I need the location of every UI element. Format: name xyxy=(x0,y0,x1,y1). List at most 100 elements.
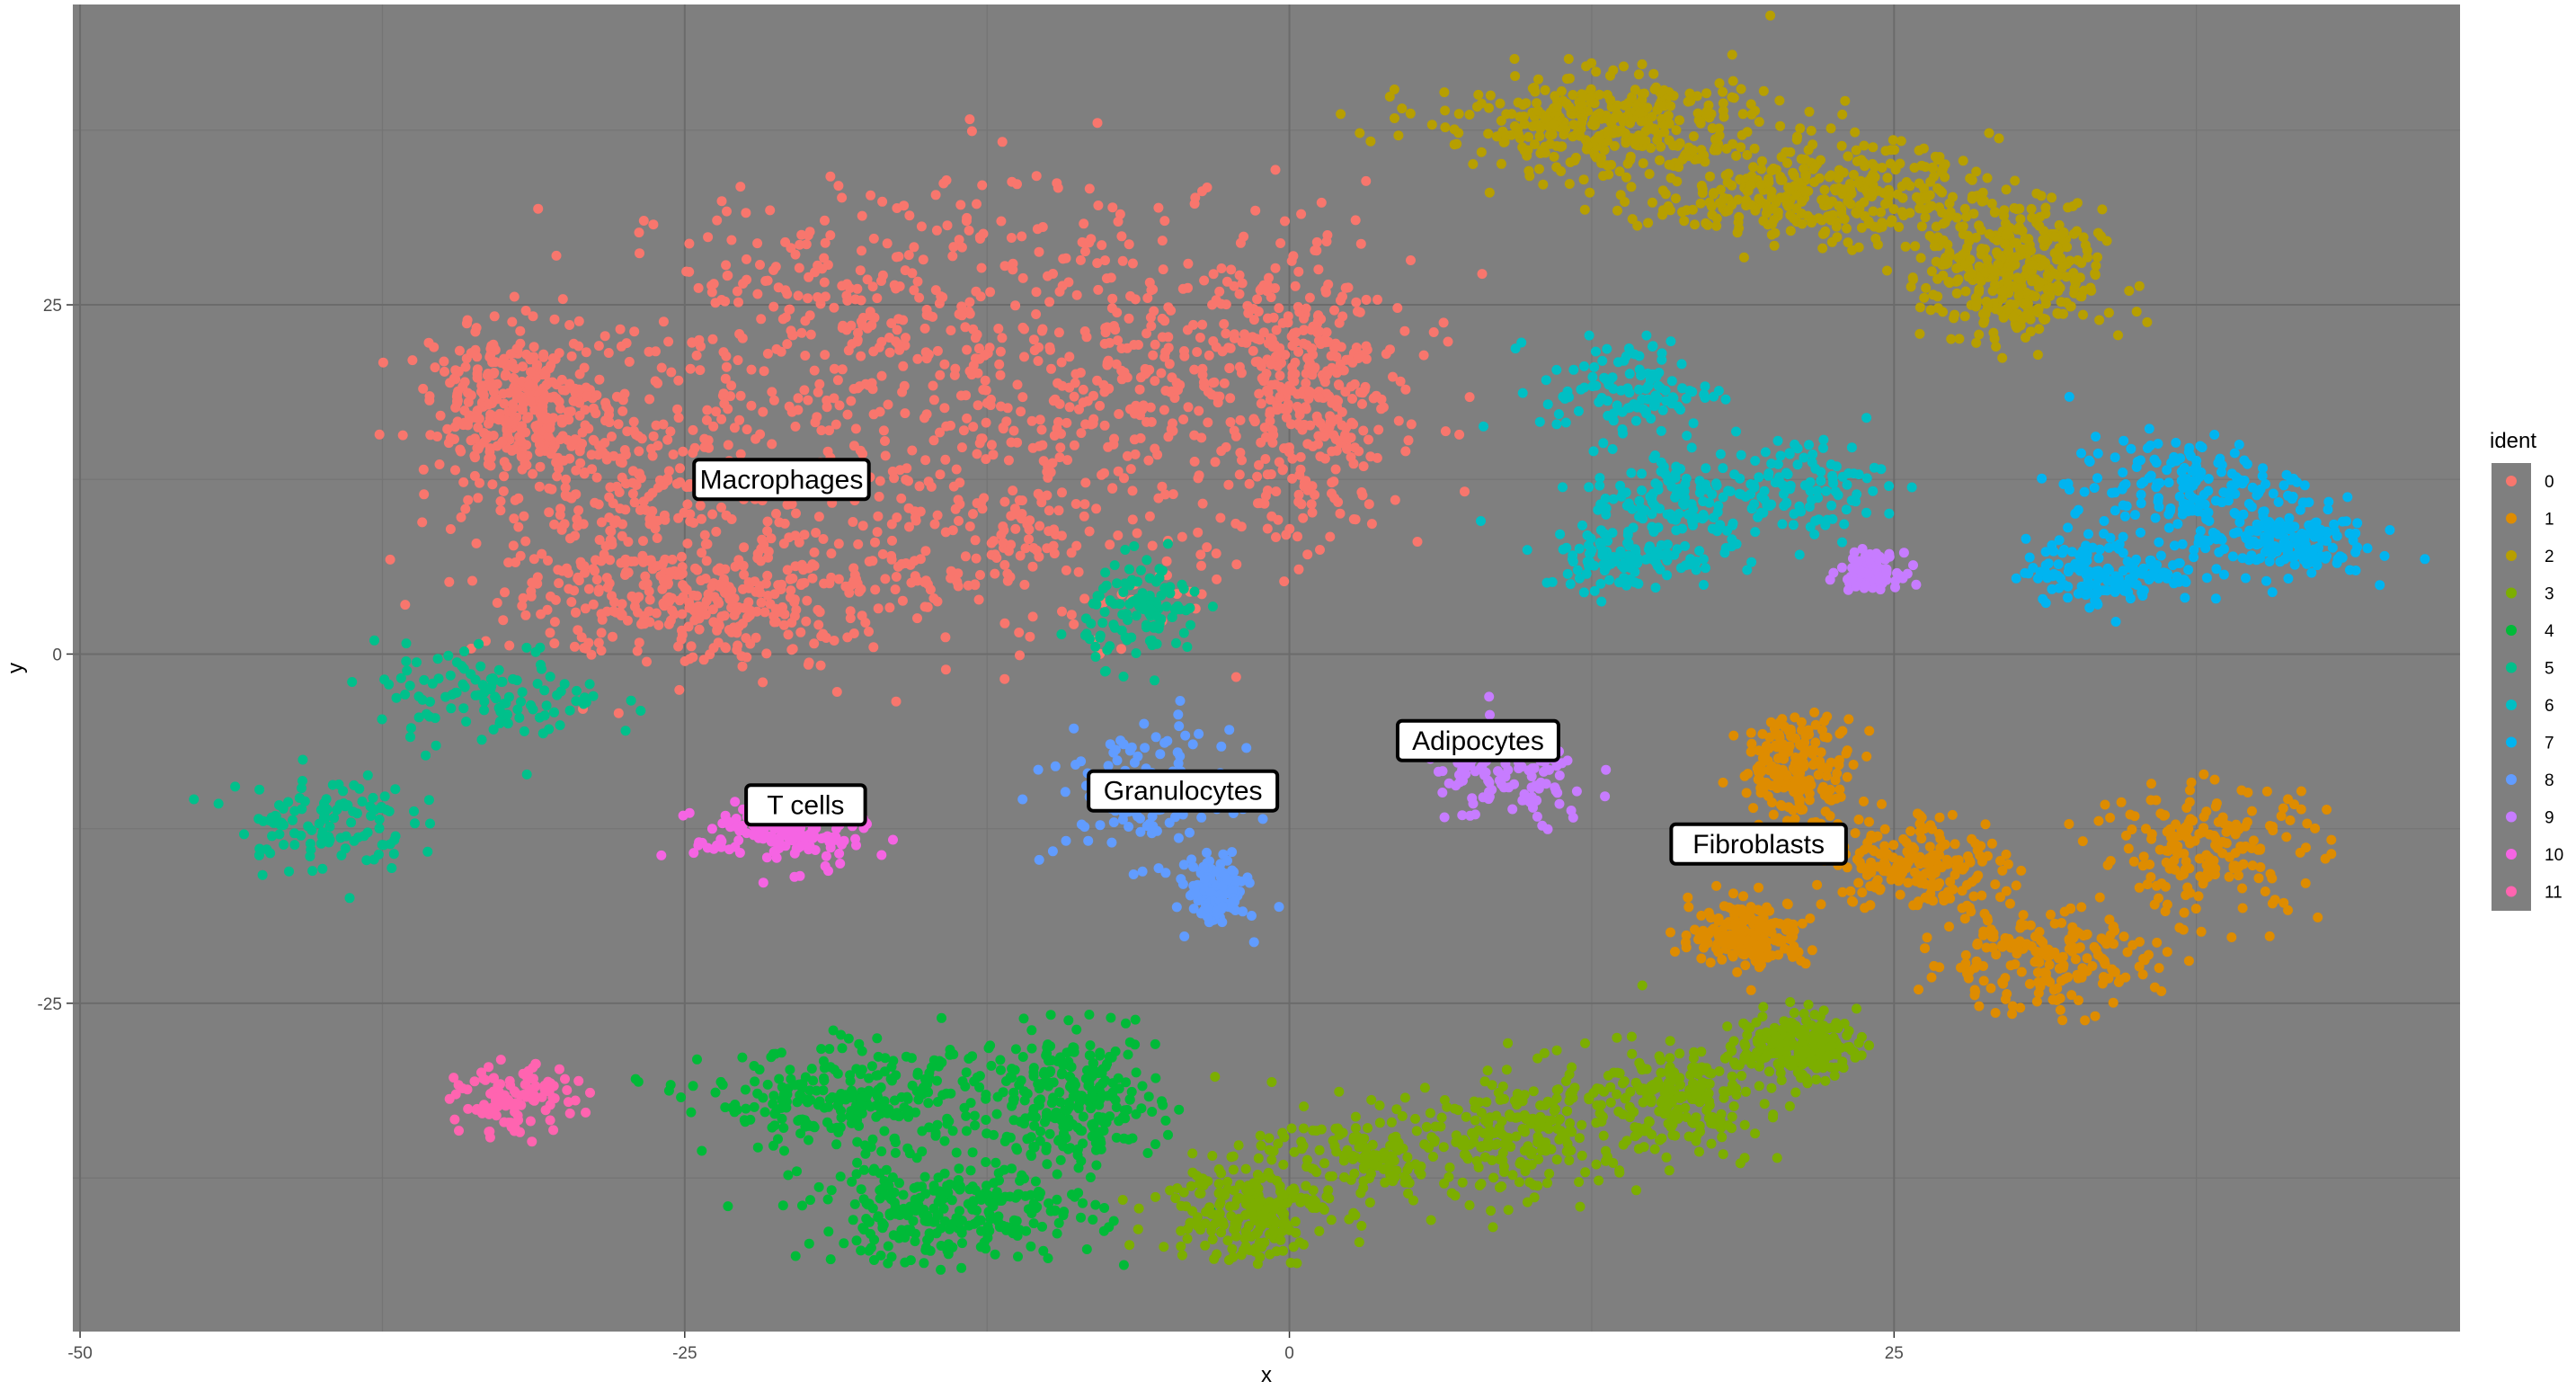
point-ident-0 xyxy=(452,388,463,399)
point-ident-0 xyxy=(900,408,910,419)
point-ident-0 xyxy=(1219,378,1230,388)
point-ident-0 xyxy=(968,360,979,370)
point-ident-5 xyxy=(1124,564,1134,575)
point-ident-2 xyxy=(1727,49,1737,60)
point-ident-0 xyxy=(909,556,919,566)
point-ident-0 xyxy=(912,276,923,287)
point-ident-5 xyxy=(536,659,546,670)
point-ident-6 xyxy=(1808,449,1818,459)
point-ident-0 xyxy=(1262,286,1273,297)
point-ident-0 xyxy=(591,575,602,585)
point-ident-2 xyxy=(1919,183,1929,193)
point-ident-9 xyxy=(1537,820,1548,831)
point-ident-0 xyxy=(1275,238,1286,248)
point-ident-0 xyxy=(1286,331,1297,342)
point-ident-0 xyxy=(660,514,671,525)
point-ident-2 xyxy=(1851,207,1861,218)
point-ident-2 xyxy=(1714,78,1725,89)
point-ident-2 xyxy=(1666,101,1676,111)
point-ident-2 xyxy=(1701,218,1711,228)
point-ident-7 xyxy=(2279,554,2290,565)
point-ident-7 xyxy=(2289,521,2300,532)
point-ident-2 xyxy=(1532,105,1543,116)
point-ident-8 xyxy=(1129,757,1140,768)
point-ident-6 xyxy=(1585,557,1595,567)
point-ident-6 xyxy=(1756,492,1767,503)
point-ident-0 xyxy=(1262,523,1273,534)
point-ident-5 xyxy=(317,863,328,874)
point-ident-0 xyxy=(752,289,763,299)
point-ident-6 xyxy=(1562,568,1573,579)
point-ident-2 xyxy=(1797,196,1808,207)
point-ident-6 xyxy=(1551,419,1562,430)
point-ident-0 xyxy=(854,586,865,597)
point-ident-7 xyxy=(2145,441,2155,450)
point-ident-0 xyxy=(1285,419,1296,430)
point-ident-5 xyxy=(274,819,285,830)
point-ident-2 xyxy=(1674,162,1684,173)
point-ident-2 xyxy=(1938,235,1949,245)
point-ident-2 xyxy=(1900,241,1911,252)
point-ident-0 xyxy=(752,238,763,249)
point-ident-0 xyxy=(573,505,584,516)
point-ident-2 xyxy=(1924,230,1935,241)
point-ident-2 xyxy=(1807,218,1817,228)
point-ident-0 xyxy=(891,283,902,294)
point-ident-6 xyxy=(1709,391,1719,402)
point-ident-0 xyxy=(1146,285,1157,296)
point-ident-0 xyxy=(849,569,860,580)
point-ident-0 xyxy=(489,387,499,397)
point-ident-2 xyxy=(2010,175,2021,186)
point-ident-2 xyxy=(1868,142,1879,153)
point-ident-0 xyxy=(919,323,930,334)
point-ident-2 xyxy=(1656,141,1666,152)
point-ident-0 xyxy=(826,548,837,559)
point-ident-7 xyxy=(2130,510,2140,521)
point-ident-0 xyxy=(1196,560,1206,571)
point-ident-5 xyxy=(305,851,315,861)
point-ident-0 xyxy=(723,270,733,281)
point-ident-0 xyxy=(726,514,737,524)
point-ident-0 xyxy=(648,431,659,441)
point-ident-0 xyxy=(870,537,880,548)
point-ident-7 xyxy=(2234,517,2245,528)
point-ident-2 xyxy=(1754,117,1764,127)
point-ident-0 xyxy=(737,661,748,672)
point-ident-6 xyxy=(1621,351,1631,361)
point-ident-8 xyxy=(1070,760,1081,770)
point-ident-6 xyxy=(1722,525,1732,536)
point-ident-0 xyxy=(759,366,769,377)
point-ident-0 xyxy=(1364,434,1373,445)
point-ident-0 xyxy=(1258,376,1269,387)
point-ident-0 xyxy=(552,471,563,482)
point-ident-0 xyxy=(1235,237,1246,248)
point-ident-0 xyxy=(862,323,873,334)
point-ident-7 xyxy=(2195,441,2206,451)
point-ident-0 xyxy=(708,421,719,432)
point-ident-0 xyxy=(1164,359,1175,370)
point-ident-5 xyxy=(419,674,430,685)
point-ident-5 xyxy=(545,672,555,682)
point-ident-0 xyxy=(553,565,564,575)
point-ident-2 xyxy=(1943,276,1954,287)
point-ident-0 xyxy=(651,608,662,619)
point-ident-0 xyxy=(455,444,466,455)
point-ident-0 xyxy=(1353,306,1363,316)
point-ident-0 xyxy=(868,233,879,244)
point-ident-0 xyxy=(701,414,712,425)
point-ident-0 xyxy=(857,521,868,531)
point-ident-0 xyxy=(934,298,945,308)
point-ident-0 xyxy=(972,449,982,459)
point-ident-2 xyxy=(1693,115,1704,126)
point-ident-0 xyxy=(1230,672,1241,682)
point-ident-2 xyxy=(1974,329,1985,340)
point-ident-0 xyxy=(1133,340,1143,350)
point-ident-2 xyxy=(1609,140,1620,151)
point-ident-0 xyxy=(985,400,996,411)
point-ident-0 xyxy=(1053,378,1063,388)
point-ident-5 xyxy=(475,661,486,672)
point-ident-7 xyxy=(2089,483,2100,494)
point-ident-7 xyxy=(2234,440,2244,450)
point-ident-2 xyxy=(1738,252,1749,263)
point-ident-2 xyxy=(1925,176,1936,187)
